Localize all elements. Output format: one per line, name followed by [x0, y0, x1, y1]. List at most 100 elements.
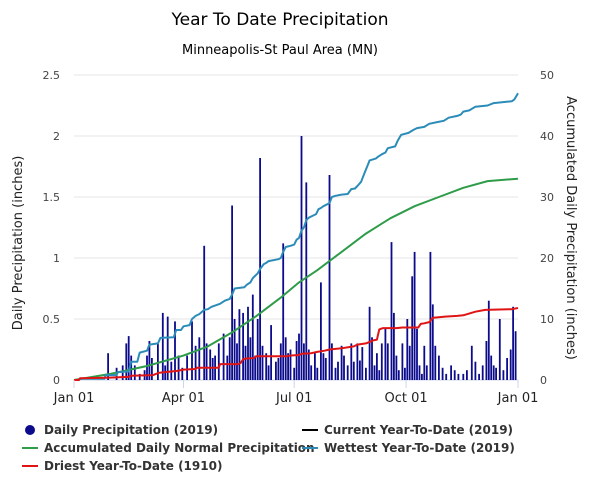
daily-precip-bar [209, 349, 212, 380]
daily-precip-bar [254, 355, 257, 380]
daily-precip-bar [261, 345, 264, 380]
daily-precip-bar [434, 345, 437, 380]
daily-precip-bar [359, 360, 361, 380]
chart-subtitle: Minneapolis-St Paul Area (MN) [182, 43, 378, 58]
y-axis-right-label: Accumulated Daily Precipitation (inches) [563, 96, 578, 360]
daily-precip-bar [384, 328, 387, 380]
daily-precip-bar [413, 251, 416, 380]
daily-precip-bar [181, 367, 184, 380]
daily-precip-bar [198, 337, 201, 380]
daily-precip-bar [233, 319, 236, 380]
daily-precip-bar [130, 355, 133, 380]
daily-precip-bar [284, 337, 287, 380]
daily-precip-bar [485, 341, 488, 380]
daily-precip-bar [194, 345, 197, 380]
legend-item[interactable]: Wettest Year-To-Date (2019) [302, 441, 515, 455]
daily-precip-bar [267, 365, 270, 380]
daily-precip-bar [502, 370, 505, 380]
daily-precip-bar [492, 365, 495, 380]
daily-precip-bar [222, 333, 225, 380]
legend-item[interactable]: Daily Precipitation (2019) [25, 423, 218, 437]
legend-item[interactable]: Accumulated Daily Normal Precipitation [22, 441, 315, 455]
daily-precip-bar [277, 358, 280, 380]
daily-precip-bar [166, 316, 169, 380]
daily-precip-bar [256, 319, 259, 380]
daily-precip-bar [303, 343, 305, 380]
y-axis-left-label: Daily Precipitation (inches) [11, 156, 26, 331]
daily-precip-bar [125, 343, 128, 380]
daily-precip-bar [450, 365, 452, 380]
left-tick-label: 2.5 [43, 69, 61, 82]
daily-precip-bar [295, 341, 298, 380]
daily-precip-bar [397, 370, 400, 380]
daily-precip-bar [177, 355, 180, 380]
daily-precip-bar [356, 343, 359, 380]
daily-precip-bar [393, 312, 395, 380]
daily-precip-bar [310, 365, 313, 380]
series-line [73, 177, 519, 381]
right-tick-label: 10 [540, 313, 554, 326]
daily-precip-bar [346, 365, 349, 380]
daily-precip-bar [127, 336, 130, 380]
daily-precip-bar [404, 367, 406, 380]
daily-precip-bar [506, 358, 508, 380]
daily-precip-bar [429, 251, 432, 380]
daily-precip-bar [289, 349, 292, 380]
legend-item[interactable]: Driest Year-To-Date (1910) [22, 459, 222, 473]
daily-precip-bar [438, 355, 440, 380]
series-line [74, 307, 519, 381]
daily-precip-bar [421, 373, 423, 380]
daily-precip-bar [211, 358, 214, 380]
daily-precip-bar [287, 353, 289, 380]
daily-precip-bar [242, 312, 244, 380]
daily-precip-bar [361, 347, 364, 380]
daily-precip-bar [322, 353, 325, 380]
daily-precip-bar [334, 367, 337, 380]
legend-dot-icon [25, 425, 35, 435]
left-tick-label: 1 [53, 252, 60, 265]
x-tick-label: Apr 01 [162, 391, 205, 406]
daily-precip-bar [350, 343, 353, 380]
daily-precip-bar [305, 182, 308, 380]
daily-precip-bar [244, 345, 247, 380]
left-tick-label: 1.5 [43, 191, 61, 204]
daily-precip-bar [352, 361, 355, 380]
x-tick-label: Jan 01 [53, 391, 95, 406]
daily-precip-bar [343, 355, 345, 380]
chart-title: Year To Date Precipitation [171, 10, 389, 30]
legend-item[interactable]: Current Year-To-Date (2019) [302, 423, 513, 437]
accumulation-lines [73, 92, 519, 381]
daily-precip-bar [151, 358, 153, 380]
daily-precip-bar [282, 243, 285, 380]
daily-precip-bar [146, 355, 148, 380]
daily-precip-bar [133, 365, 136, 380]
daily-precip-bar [275, 361, 277, 380]
daily-precip-bar [331, 343, 333, 380]
left-axis-ticks: 0 0.5 1 1.5 2 2.5 [43, 69, 61, 387]
daily-precip-bar [217, 343, 220, 380]
daily-precip-bar [498, 319, 501, 380]
legend-label: Wettest Year-To-Date (2019) [324, 441, 515, 455]
daily-precip-bar [307, 349, 310, 380]
daily-precip-bar [462, 373, 465, 380]
daily-precip-bar [340, 345, 343, 380]
daily-precip-bar [441, 367, 444, 380]
daily-precip-bar [174, 321, 176, 380]
legend-label: Daily Precipitation (2019) [44, 423, 218, 437]
daily-precip-bar [293, 367, 296, 380]
daily-precip-bar [490, 355, 493, 380]
left-tick-label: 0.5 [43, 313, 61, 326]
left-tick-label: 2 [53, 130, 60, 143]
daily-precip-bar [425, 365, 428, 380]
x-tick-label: Jul 01 [275, 391, 312, 406]
daily-precip-bar [478, 373, 480, 380]
daily-precip-bar [226, 355, 229, 380]
daily-precip-bar [279, 343, 282, 380]
series-line [74, 92, 519, 381]
daily-precip-bar [466, 370, 468, 380]
x-tick-label: Jan 01 [497, 391, 539, 406]
daily-precip-bar [314, 353, 316, 380]
legend-label: Accumulated Daily Normal Precipitation [44, 441, 315, 455]
daily-precip-bar [107, 353, 109, 380]
